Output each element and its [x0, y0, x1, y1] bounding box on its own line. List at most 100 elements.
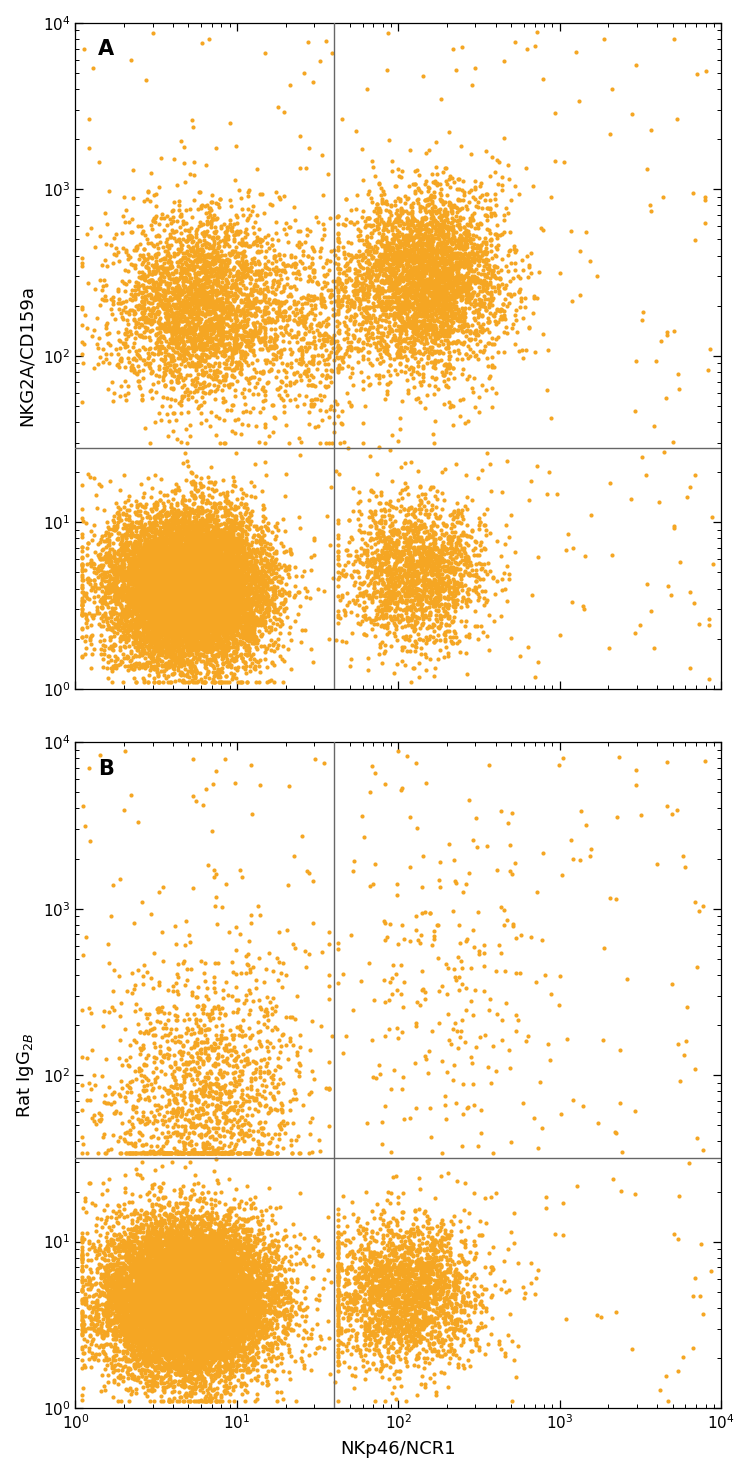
- Point: [408, 225, 420, 249]
- Point: [130, 1236, 142, 1259]
- Point: [173, 583, 185, 607]
- Point: [142, 1233, 154, 1256]
- Point: [374, 314, 386, 337]
- Point: [409, 542, 421, 566]
- Point: [138, 1252, 150, 1276]
- Point: [190, 1254, 202, 1277]
- Point: [158, 577, 170, 601]
- Point: [190, 306, 202, 330]
- Point: [194, 1284, 206, 1308]
- Point: [195, 572, 207, 595]
- Point: [373, 1274, 385, 1298]
- Point: [420, 625, 432, 648]
- Point: [192, 1282, 204, 1305]
- Point: [427, 520, 439, 544]
- Point: [184, 256, 196, 280]
- Point: [135, 1142, 147, 1165]
- Point: [222, 597, 234, 620]
- Point: [137, 1332, 149, 1355]
- Point: [175, 558, 187, 582]
- Point: [232, 600, 244, 623]
- Point: [177, 1248, 189, 1271]
- Point: [170, 1304, 182, 1327]
- Point: [199, 243, 211, 267]
- Point: [223, 554, 235, 577]
- Point: [217, 1117, 229, 1140]
- Point: [139, 1304, 151, 1327]
- Point: [176, 635, 188, 658]
- Point: [425, 200, 437, 224]
- Point: [195, 548, 207, 572]
- Point: [152, 1315, 164, 1339]
- Point: [152, 1284, 164, 1308]
- Point: [241, 1084, 253, 1108]
- Point: [202, 626, 214, 650]
- Point: [410, 529, 422, 552]
- Point: [160, 1340, 172, 1364]
- Point: [148, 261, 160, 284]
- Point: [392, 1295, 404, 1318]
- Point: [106, 538, 118, 561]
- Point: [243, 290, 255, 314]
- Point: [180, 544, 192, 567]
- Point: [184, 1231, 196, 1255]
- Point: [268, 605, 280, 629]
- Point: [212, 1320, 224, 1343]
- Point: [122, 576, 134, 600]
- Point: [206, 636, 218, 660]
- Point: [147, 298, 159, 321]
- Point: [176, 321, 188, 345]
- Point: [146, 657, 158, 681]
- Point: [184, 538, 196, 561]
- Point: [436, 331, 448, 355]
- Point: [140, 594, 152, 617]
- Point: [193, 1323, 205, 1346]
- Point: [238, 1340, 250, 1364]
- Point: [238, 1354, 250, 1377]
- Point: [171, 1265, 183, 1289]
- Point: [152, 592, 164, 616]
- Point: [236, 1114, 248, 1137]
- Point: [133, 1218, 145, 1242]
- Point: [450, 1274, 462, 1298]
- Point: [147, 1270, 159, 1293]
- Point: [369, 1302, 381, 1326]
- Point: [167, 533, 179, 557]
- Point: [270, 1277, 282, 1301]
- Point: [215, 1223, 227, 1246]
- Point: [272, 96, 284, 119]
- Point: [172, 1236, 184, 1259]
- Point: [211, 1028, 223, 1052]
- Point: [160, 1270, 172, 1293]
- Point: [125, 1318, 137, 1342]
- Point: [124, 546, 136, 570]
- Point: [194, 1284, 206, 1308]
- Point: [260, 591, 272, 614]
- Point: [229, 1335, 241, 1358]
- Point: [407, 521, 419, 545]
- Point: [153, 1264, 165, 1287]
- Point: [204, 582, 216, 605]
- Point: [234, 1307, 246, 1330]
- Point: [101, 546, 113, 570]
- Point: [355, 1214, 367, 1237]
- Point: [175, 1280, 187, 1304]
- Point: [173, 588, 185, 611]
- Point: [155, 638, 167, 661]
- Point: [433, 205, 445, 228]
- Point: [255, 529, 267, 552]
- Point: [227, 664, 239, 688]
- Point: [225, 1312, 237, 1336]
- Point: [100, 1333, 112, 1357]
- Point: [169, 1284, 181, 1308]
- Point: [224, 1254, 236, 1277]
- Point: [173, 648, 185, 672]
- Point: [184, 579, 196, 602]
- Point: [117, 1368, 129, 1392]
- Point: [182, 1262, 194, 1286]
- Point: [412, 187, 424, 211]
- Point: [424, 212, 436, 236]
- Point: [277, 1320, 289, 1343]
- Point: [248, 580, 259, 604]
- Point: [413, 1330, 425, 1354]
